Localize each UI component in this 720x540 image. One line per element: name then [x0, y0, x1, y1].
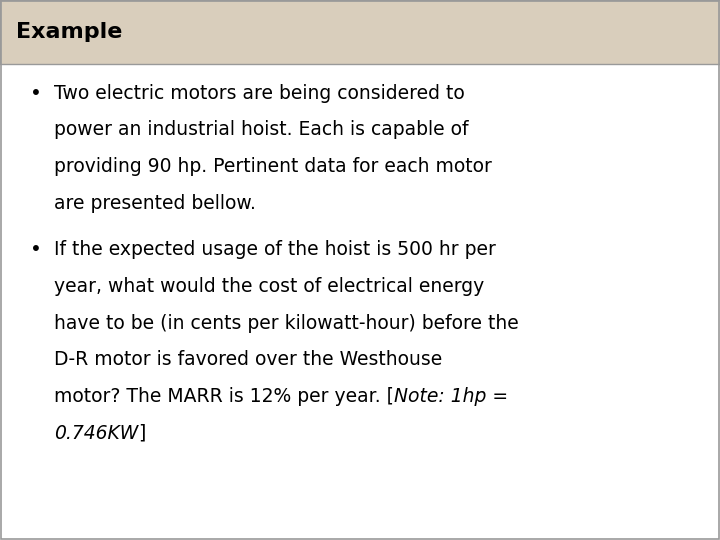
FancyBboxPatch shape	[0, 0, 720, 64]
Text: have to be (in cents per kilowatt-hour) before the: have to be (in cents per kilowatt-hour) …	[54, 314, 518, 333]
Text: providing 90 hp. Pertinent data for each motor: providing 90 hp. Pertinent data for each…	[54, 157, 492, 176]
Text: •: •	[30, 240, 42, 259]
Text: are presented bellow.: are presented bellow.	[54, 194, 256, 213]
Text: •: •	[30, 84, 42, 103]
Text: Note: 1hp =: Note: 1hp =	[394, 387, 508, 406]
Text: Example: Example	[16, 22, 122, 42]
Text: Two electric motors are being considered to: Two electric motors are being considered…	[54, 84, 464, 103]
Text: year, what would the cost of electrical energy: year, what would the cost of electrical …	[54, 277, 485, 296]
Text: D-R motor is favored over the Westhouse: D-R motor is favored over the Westhouse	[54, 350, 442, 369]
Text: motor? The MARR is 12% per year. [: motor? The MARR is 12% per year. [	[54, 387, 394, 406]
Text: If the expected usage of the hoist is 500 hr per: If the expected usage of the hoist is 50…	[54, 240, 496, 259]
Text: power an industrial hoist. Each is capable of: power an industrial hoist. Each is capab…	[54, 120, 469, 139]
Text: ]: ]	[138, 424, 145, 443]
Text: 0.746KW: 0.746KW	[54, 424, 138, 443]
